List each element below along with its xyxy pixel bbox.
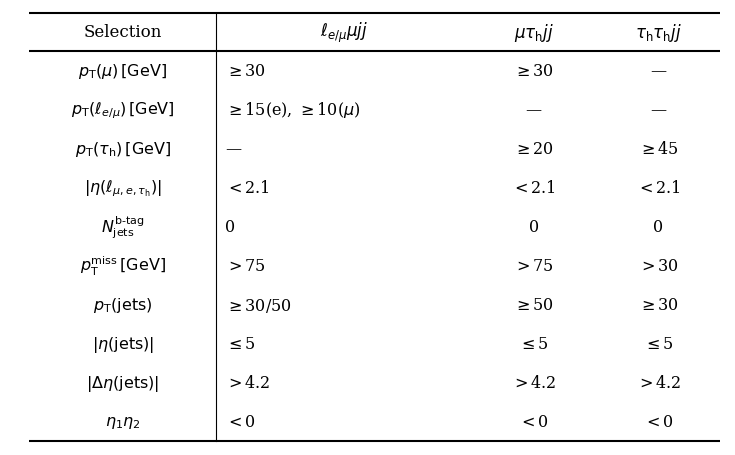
Text: $\geq$15(e), $\geq$10($\mu$): $\geq$15(e), $\geq$10($\mu$)	[225, 100, 360, 120]
Text: $p_{\mathrm{T}}^{\mathrm{miss}}\,[\mathrm{GeV}]$: $p_{\mathrm{T}}^{\mathrm{miss}}\,[\mathr…	[79, 254, 165, 278]
Text: $<$2.1: $<$2.1	[225, 179, 270, 197]
Text: $\geq$30/50: $\geq$30/50	[225, 296, 291, 314]
Text: 0: 0	[528, 218, 539, 235]
Text: $p_{\mathrm{T}}(\tau_{\mathrm{h}})\,[\mathrm{GeV}]$: $p_{\mathrm{T}}(\tau_{\mathrm{h}})\,[\ma…	[75, 140, 171, 158]
Text: $\leq$5: $\leq$5	[643, 335, 673, 352]
Text: Selection: Selection	[84, 24, 162, 41]
Text: $\eta_{1}\eta_{2}$: $\eta_{1}\eta_{2}$	[105, 414, 140, 430]
Text: —: —	[650, 101, 666, 118]
Text: $\geq$50: $\geq$50	[513, 296, 554, 313]
Text: $\geq$30: $\geq$30	[513, 62, 554, 80]
Text: $<$0: $<$0	[518, 414, 549, 430]
Text: $<$2.1: $<$2.1	[512, 179, 556, 197]
Text: 0: 0	[225, 218, 235, 235]
Text: —: —	[650, 62, 666, 80]
Text: $\geq$30: $\geq$30	[225, 62, 265, 80]
Text: 0: 0	[653, 218, 663, 235]
Text: $|\Delta\eta(\mathrm{jets})|$: $|\Delta\eta(\mathrm{jets})|$	[86, 373, 159, 393]
Text: $|\eta(\mathrm{jets})|$: $|\eta(\mathrm{jets})|$	[92, 334, 154, 354]
Text: $N_{\mathrm{jets}}^{\mathrm{b\text{-}tag}}$: $N_{\mathrm{jets}}^{\mathrm{b\text{-}tag…	[101, 213, 145, 240]
Text: $\mu\tau_{\mathrm{h}}jj$: $\mu\tau_{\mathrm{h}}jj$	[514, 21, 553, 44]
Text: —: —	[526, 101, 542, 118]
Text: $>$4.2: $>$4.2	[636, 374, 681, 391]
Text: $p_{\mathrm{T}}(\mu)\,[\mathrm{GeV}]$: $p_{\mathrm{T}}(\mu)\,[\mathrm{GeV}]$	[78, 61, 167, 81]
Text: —: —	[225, 141, 241, 157]
Text: $\tau_{\mathrm{h}}\tau_{\mathrm{h}}jj$: $\tau_{\mathrm{h}}\tau_{\mathrm{h}}jj$	[634, 21, 681, 44]
Text: $>$75: $>$75	[513, 258, 554, 274]
Text: $p_{\mathrm{T}}(\ell_{e/\mu})\,[\mathrm{GeV}]$: $p_{\mathrm{T}}(\ell_{e/\mu})\,[\mathrm{…	[71, 100, 174, 120]
Text: $<$0: $<$0	[643, 414, 673, 430]
Text: $>$4.2: $>$4.2	[225, 374, 270, 391]
Text: $|\eta(\ell_{\mu,e,\tau_{\mathrm{h}}})|$: $|\eta(\ell_{\mu,e,\tau_{\mathrm{h}}})|$	[84, 177, 162, 198]
Text: $>$4.2: $>$4.2	[512, 374, 556, 391]
Text: $\geq$30: $\geq$30	[638, 296, 678, 313]
Text: $\geq$45: $\geq$45	[638, 141, 678, 157]
Text: $<$2.1: $<$2.1	[636, 179, 681, 197]
Text: $>$75: $>$75	[225, 258, 265, 274]
Text: $p_{\mathrm{T}}(\mathrm{jets})$: $p_{\mathrm{T}}(\mathrm{jets})$	[93, 295, 152, 314]
Text: $>$30: $>$30	[638, 258, 678, 274]
Text: $\leq$5: $\leq$5	[225, 335, 255, 352]
Text: $\ell_{e/\mu}\mu jj$: $\ell_{e/\mu}\mu jj$	[320, 20, 368, 45]
Text: $\geq$20: $\geq$20	[513, 141, 554, 157]
Text: $<$0: $<$0	[225, 414, 256, 430]
Text: $\leq$5: $\leq$5	[518, 335, 549, 352]
